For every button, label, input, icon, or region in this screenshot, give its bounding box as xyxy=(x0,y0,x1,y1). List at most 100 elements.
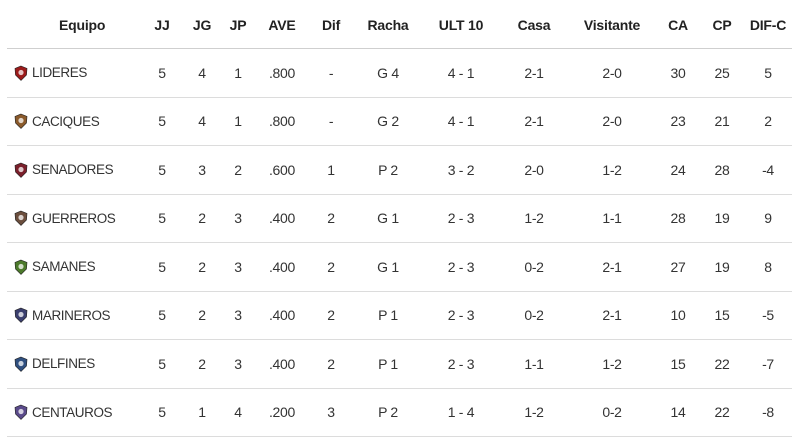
cell-jj: 5 xyxy=(140,194,184,243)
team-cell[interactable]: SAMANES xyxy=(7,242,140,292)
cell-cp: 25 xyxy=(700,48,744,98)
cell-jg: 2 xyxy=(184,291,220,340)
header-visitante[interactable]: Visitante xyxy=(568,2,656,49)
team-name[interactable]: SAMANES xyxy=(32,259,96,275)
team-name[interactable]: CENTAUROS xyxy=(32,404,113,420)
cell-racha: P 2 xyxy=(354,388,422,437)
team-cell[interactable]: CENTAUROS xyxy=(7,388,140,437)
cell-ca: 24 xyxy=(656,145,700,195)
table-row-marineros: MARINEROS 5 2 3 .400 2 P 1 2 - 3 0-2 2-1… xyxy=(7,291,792,340)
cell-visitante: 1-2 xyxy=(568,145,656,195)
cell-difc: -4 xyxy=(744,145,792,195)
cell-dif: 1 xyxy=(308,145,354,195)
cell-ave: .400 xyxy=(256,291,308,340)
team-info[interactable]: SAMANES xyxy=(14,259,140,275)
team-name[interactable]: DELFINES xyxy=(32,356,95,372)
header-jp[interactable]: JP xyxy=(220,2,256,49)
team-cell[interactable]: GUERREROS xyxy=(7,194,140,243)
team-info[interactable]: SENADORES xyxy=(14,162,140,178)
cell-cp: 22 xyxy=(700,339,744,389)
cell-cp: 19 xyxy=(700,242,744,292)
cell-ult10: 4 - 1 xyxy=(422,97,500,146)
cell-ca: 27 xyxy=(656,242,700,292)
team-logo-shape xyxy=(14,259,28,275)
cell-difc: 9 xyxy=(744,194,792,243)
cell-visitante: 2-1 xyxy=(568,291,656,340)
cell-jp: 1 xyxy=(220,48,256,98)
header-row: Equipo JJ JG JP AVE Dif Racha ULT 10 Cas… xyxy=(7,2,792,49)
cell-difc: -5 xyxy=(744,291,792,340)
samanes-logo-icon xyxy=(14,259,28,275)
header-team[interactable]: Equipo xyxy=(7,2,140,49)
cell-visitante: 2-0 xyxy=(568,48,656,98)
team-logo-shape xyxy=(14,65,28,81)
cell-jg: 2 xyxy=(184,339,220,389)
team-cell[interactable]: CACIQUES xyxy=(7,97,140,146)
cell-jj: 5 xyxy=(140,388,184,437)
team-info[interactable]: DELFINES xyxy=(14,356,140,372)
cell-cp: 28 xyxy=(700,145,744,195)
cell-difc: -8 xyxy=(744,388,792,437)
cell-ave: .800 xyxy=(256,48,308,98)
cell-jg: 3 xyxy=(184,145,220,195)
team-cell[interactable]: DELFINES xyxy=(7,339,140,389)
header-jg[interactable]: JG xyxy=(184,2,220,49)
cell-ult10: 3 - 2 xyxy=(422,145,500,195)
team-info[interactable]: CENTAUROS xyxy=(14,404,140,421)
team-name[interactable]: MARINEROS xyxy=(32,307,111,323)
team-cell[interactable]: SENADORES xyxy=(7,145,140,195)
table-row-caciques: CACIQUES 5 4 1 .800 - G 2 4 - 1 2-1 2-0 … xyxy=(7,97,792,146)
caciques-logo-icon xyxy=(14,113,28,130)
team-name[interactable]: LIDERES xyxy=(32,65,87,81)
team-cell[interactable]: MARINEROS xyxy=(7,291,140,340)
cell-jp: 1 xyxy=(220,97,256,146)
header-casa[interactable]: Casa xyxy=(500,2,568,49)
cell-ult10: 2 - 3 xyxy=(422,339,500,389)
team-info[interactable]: MARINEROS xyxy=(14,307,140,324)
team-logo-shape xyxy=(14,404,28,421)
team-info[interactable]: GUERREROS xyxy=(14,210,140,227)
cell-casa: 2-1 xyxy=(500,48,568,98)
team-name[interactable]: CACIQUES xyxy=(32,113,100,129)
standings-table: Equipo JJ JG JP AVE Dif Racha ULT 10 Cas… xyxy=(7,2,792,437)
cell-ca: 10 xyxy=(656,291,700,340)
cell-casa: 1-2 xyxy=(500,388,568,437)
cell-ult10: 2 - 3 xyxy=(422,194,500,243)
header-dif[interactable]: Dif xyxy=(308,2,354,49)
cell-dif: 2 xyxy=(308,291,354,340)
team-logo-shape xyxy=(14,356,28,372)
cell-jg: 4 xyxy=(184,97,220,146)
header-difc[interactable]: DIF-C xyxy=(744,2,792,49)
cell-racha: G 1 xyxy=(354,242,422,292)
header-cp[interactable]: CP xyxy=(700,2,744,49)
header-ult10[interactable]: ULT 10 xyxy=(422,2,500,49)
cell-ult10: 2 - 3 xyxy=(422,242,500,292)
cell-ult10: 4 - 1 xyxy=(422,48,500,98)
header-racha[interactable]: Racha xyxy=(354,2,422,49)
team-name[interactable]: SENADORES xyxy=(32,162,114,178)
centauros-logo-icon xyxy=(14,404,28,421)
table-row-guerreros: GUERREROS 5 2 3 .400 2 G 1 2 - 3 1-2 1-1… xyxy=(7,194,792,243)
team-info[interactable]: LIDERES xyxy=(14,65,140,81)
table-row-samanes: SAMANES 5 2 3 .400 2 G 1 2 - 3 0-2 2-1 2… xyxy=(7,242,792,292)
cell-ca: 15 xyxy=(656,339,700,389)
team-info[interactable]: CACIQUES xyxy=(14,113,140,130)
cell-casa: 2-0 xyxy=(500,145,568,195)
team-logo-shape xyxy=(14,113,28,130)
cell-casa: 0-2 xyxy=(500,242,568,292)
cell-jp: 3 xyxy=(220,291,256,340)
cell-jp: 2 xyxy=(220,145,256,195)
cell-ave: .600 xyxy=(256,145,308,195)
guerreros-logo-icon xyxy=(14,210,28,227)
cell-racha: G 1 xyxy=(354,194,422,243)
header-ave[interactable]: AVE xyxy=(256,2,308,49)
team-cell[interactable]: LIDERES xyxy=(7,48,140,98)
header-jj[interactable]: JJ xyxy=(140,2,184,49)
header-ca[interactable]: CA xyxy=(656,2,700,49)
team-name[interactable]: GUERREROS xyxy=(32,210,116,226)
cell-racha: P 1 xyxy=(354,339,422,389)
cell-dif: 3 xyxy=(308,388,354,437)
cell-jj: 5 xyxy=(140,48,184,98)
table-row-delfines: DELFINES 5 2 3 .400 2 P 1 2 - 3 1-1 1-2 … xyxy=(7,339,792,389)
team-logo-shape xyxy=(14,307,28,324)
